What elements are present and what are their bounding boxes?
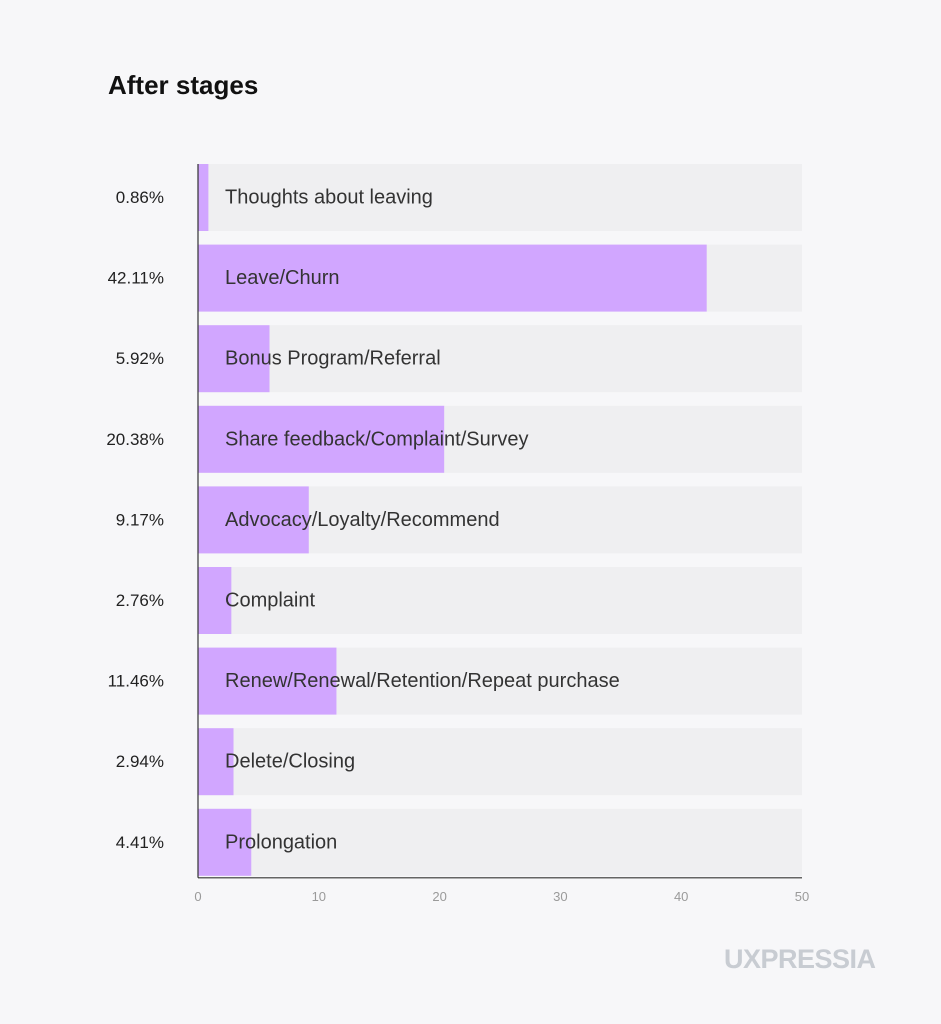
bar-track — [198, 325, 802, 393]
value-label: 2.76% — [116, 591, 164, 610]
bar — [198, 567, 232, 634]
category-label: Prolongation — [225, 831, 337, 853]
x-tick-label: 50 — [795, 889, 809, 904]
value-label: 11.46% — [108, 672, 164, 691]
category-label: Thoughts about leaving — [225, 187, 433, 209]
value-label: 20.38% — [106, 430, 164, 449]
category-label: Advocacy/Loyalty/Recommend — [225, 509, 500, 531]
bar — [198, 486, 309, 554]
category-label: Leave/Churn — [225, 267, 340, 289]
bar-track — [198, 808, 802, 876]
bar — [198, 325, 270, 393]
x-tick-label: 10 — [312, 889, 326, 904]
bar-track — [198, 728, 802, 796]
category-label: Bonus Program/Referral — [225, 348, 441, 370]
category-label: Share feedback/Complaint/Survey — [225, 428, 529, 450]
bar-track — [198, 567, 802, 634]
x-tick-label: 40 — [674, 889, 688, 904]
bar — [198, 405, 445, 473]
value-label: 4.41% — [116, 833, 164, 852]
bar — [198, 728, 234, 796]
uxpressia-logo: UXPRESSIA — [724, 944, 876, 974]
bar — [198, 164, 209, 231]
category-label: Delete/Closing — [225, 751, 355, 773]
value-label: 2.94% — [116, 752, 164, 771]
x-tick-label: 20 — [432, 889, 446, 904]
category-label: Complaint — [225, 590, 315, 612]
category-label: Renew/Renewal/Retention/Repeat purchase — [225, 670, 620, 692]
x-tick-label: 0 — [194, 889, 201, 904]
bar-track — [198, 164, 802, 231]
value-label: 0.86% — [116, 188, 164, 207]
bar — [198, 808, 252, 876]
value-label: 42.11% — [108, 269, 164, 288]
x-tick-label: 30 — [553, 889, 567, 904]
chart-title: After stages — [108, 70, 259, 100]
value-label: 9.17% — [116, 510, 164, 529]
bar — [198, 244, 707, 312]
value-label: 5.92% — [116, 349, 164, 368]
bar — [198, 647, 337, 715]
